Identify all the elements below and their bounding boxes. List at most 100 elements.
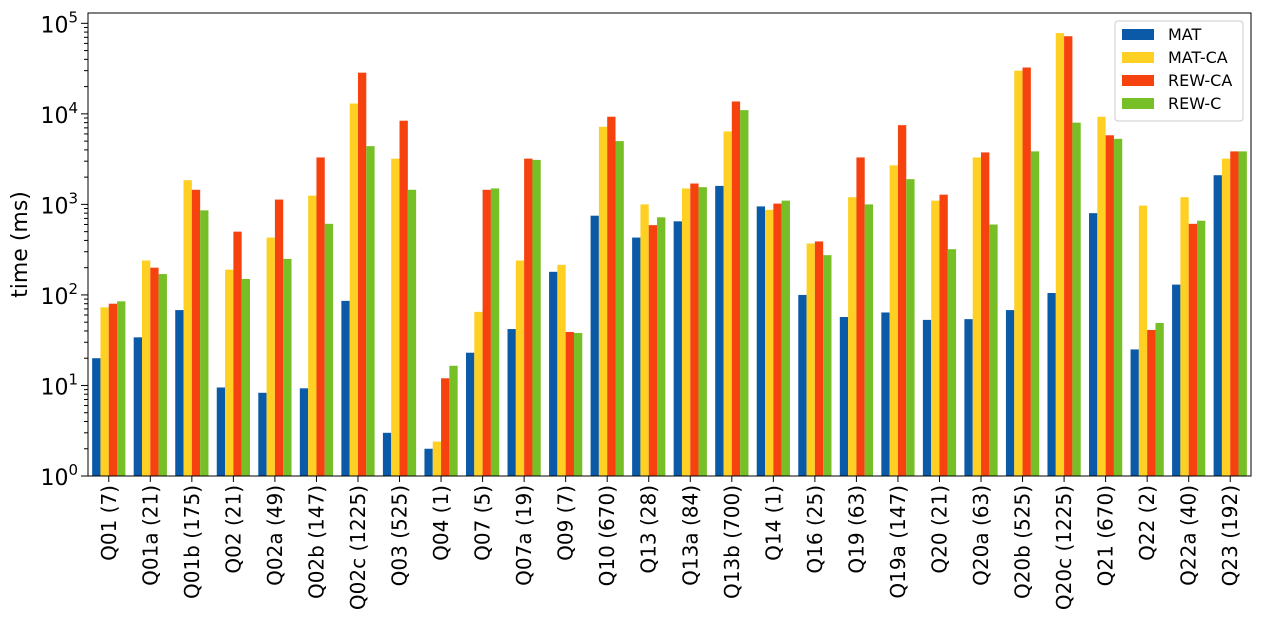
bar-mat-14 <box>632 237 641 476</box>
x-tick-label: Q20 (21) <box>927 485 951 574</box>
bar-mat-18 <box>798 294 807 476</box>
bar-rew-c-2 <box>158 274 167 476</box>
bar-rew-ca-19 <box>856 157 865 476</box>
bar-mat-ca-9 <box>432 441 442 476</box>
bar-rew-ca-16 <box>731 101 741 476</box>
x-axis: Q01 (7) Q01a (21) Q01b (175) Q02 (21) Q02a (… <box>97 476 1242 610</box>
y-tick-label: 105 <box>40 8 78 38</box>
bar-mat-ca-10 <box>474 311 483 476</box>
bar-rew-ca-11 <box>524 158 533 476</box>
bar-mat-ca-14 <box>640 204 649 476</box>
x-tick-label: Q09 (7) <box>554 485 578 561</box>
bar-mat-ca-21 <box>931 200 940 476</box>
x-tick-label: Q20b (525) <box>1011 485 1035 599</box>
bar-rew-c-25 <box>1113 138 1123 476</box>
bar-rew-c-3 <box>200 210 209 476</box>
bar-mat-ca-26 <box>1138 205 1148 476</box>
bar-mat-ca-25 <box>1097 116 1106 477</box>
y-tick-base: 10 <box>40 104 68 129</box>
x-tick-label: Q22 (2) <box>1135 485 1159 561</box>
x-tick-label: Q21 (670) <box>1094 485 1118 586</box>
bar-mat-ca-13 <box>598 126 608 477</box>
x-tick-label: Q03 (525) <box>388 485 412 586</box>
y-tick-label: 100 <box>40 461 78 491</box>
bar-rew-c-7 <box>366 146 375 476</box>
y-tick-exponent: 4 <box>68 99 78 117</box>
bar-rew-ca-25 <box>1105 135 1114 476</box>
x-tick-label: Q22a (40) <box>1177 485 1201 586</box>
bar-rew-c-15 <box>698 187 707 476</box>
bar-mat-ca-7 <box>349 103 358 476</box>
y-tick-exponent: 0 <box>68 461 78 479</box>
x-tick-label: Q10 (670) <box>595 485 619 586</box>
bar-rew-ca-13 <box>607 116 616 477</box>
legend-label-rew-ca: REW-CA <box>1168 71 1232 90</box>
bar-rew-ca-20 <box>897 125 907 476</box>
bar-rew-c-10 <box>490 188 500 476</box>
bar-mat-ca-1 <box>100 307 109 476</box>
bar-rew-c-17 <box>781 200 790 476</box>
bar-rew-c-13 <box>615 141 624 477</box>
bar-rew-ca-23 <box>1022 67 1031 476</box>
bar-rew-c-19 <box>864 204 874 476</box>
y-tick-base: 10 <box>40 285 68 310</box>
bar-mat-ca-23 <box>1014 70 1023 476</box>
bar-mat-6 <box>299 388 309 476</box>
bar-mat-1 <box>92 358 101 476</box>
bar-rew-ca-15 <box>690 183 699 476</box>
legend-swatch-mat-ca <box>1122 52 1154 63</box>
bar-mat-ca-2 <box>142 260 151 476</box>
bar-rew-ca-9 <box>441 378 450 476</box>
bar-mat-15 <box>673 221 682 476</box>
bar-mat-5 <box>258 392 267 476</box>
y-tick-label: 101 <box>40 370 78 400</box>
y-axis-label: time (ms) <box>8 191 33 298</box>
bar-mat-26 <box>1130 349 1139 476</box>
y-tick-base: 10 <box>40 375 68 400</box>
x-tick-label: Q19 (63) <box>844 485 868 574</box>
bar-mat-ca-20 <box>889 165 898 476</box>
bar-mat-20 <box>881 312 890 476</box>
bar-rew-c-23 <box>1030 151 1040 476</box>
bar-mat-12 <box>549 271 558 476</box>
bar-rew-c-6 <box>324 223 334 476</box>
bar-rew-ca-8 <box>399 120 408 477</box>
bar-mat-ca-3 <box>183 180 192 476</box>
x-tick-label: Q19a (147) <box>886 485 910 599</box>
bar-rew-ca-14 <box>648 225 658 476</box>
bar-rew-ca-12 <box>565 331 574 476</box>
bar-rew-ca-21 <box>939 194 948 476</box>
bars-group <box>92 33 1247 477</box>
bar-mat-ca-24 <box>1055 33 1065 477</box>
bar-rew-ca-27 <box>1188 223 1198 476</box>
bar-rew-ca-10 <box>482 189 491 476</box>
bar-mat-13 <box>590 215 599 476</box>
x-tick-label: Q02c (1225) <box>346 485 370 610</box>
x-tick-label: Q13 (28) <box>637 485 661 574</box>
bar-mat-16 <box>715 185 724 476</box>
bar-mat-2 <box>133 337 142 476</box>
y-tick-base: 10 <box>40 466 68 491</box>
bar-mat-ca-27 <box>1180 197 1189 476</box>
bar-rew-c-8 <box>407 189 417 476</box>
bar-mat-19 <box>839 317 849 476</box>
y-tick-label: 104 <box>40 99 78 129</box>
bar-mat-ca-6 <box>308 195 317 476</box>
bar-rew-c-1 <box>117 301 126 476</box>
legend-swatch-rew-c <box>1122 98 1154 109</box>
bar-rew-ca-1 <box>108 303 118 476</box>
bar-mat-27 <box>1172 284 1181 476</box>
bar-mat-ca-11 <box>515 260 525 476</box>
bar-mat-9 <box>424 448 433 476</box>
bar-mat-4 <box>216 387 226 476</box>
bar-rew-c-5 <box>283 258 292 476</box>
bar-mat-ca-16 <box>723 131 732 476</box>
bar-rew-ca-3 <box>191 189 201 476</box>
bar-rew-c-21 <box>947 249 957 476</box>
x-tick-label: Q20a (63) <box>969 485 993 586</box>
bar-mat-28 <box>1213 175 1222 476</box>
x-tick-label: Q20c (1225) <box>1052 485 1076 610</box>
bar-rew-ca-22 <box>981 152 990 477</box>
y-tick-exponent: 5 <box>68 8 78 26</box>
